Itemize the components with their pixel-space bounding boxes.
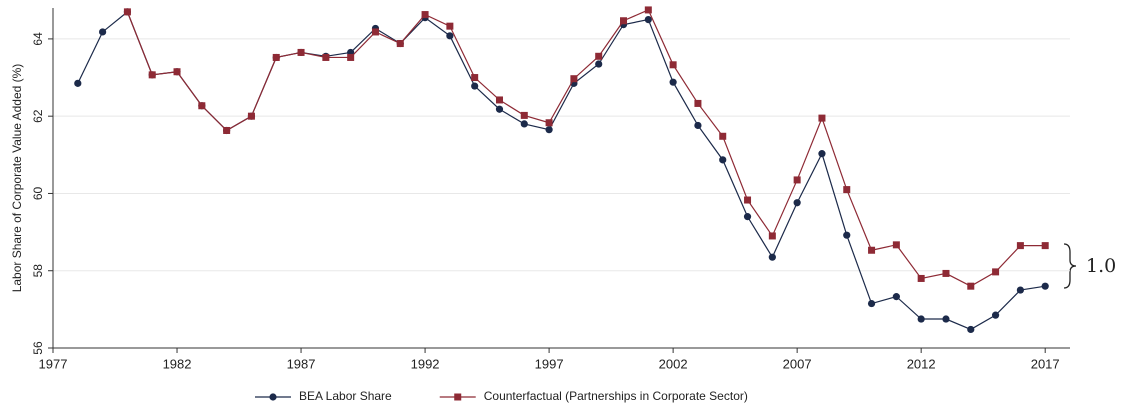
marker: [454, 393, 462, 401]
marker: [1016, 242, 1024, 250]
marker: [743, 213, 752, 221]
marker: [620, 17, 628, 25]
y-tick-label: 60: [31, 186, 45, 200]
marker: [371, 28, 379, 36]
y-tick-label: 62: [31, 109, 45, 123]
marker: [1041, 242, 1049, 250]
marker: [198, 102, 206, 110]
marker: [347, 53, 355, 61]
marker: [520, 111, 528, 119]
marker: [942, 269, 950, 277]
marker: [892, 293, 900, 301]
marker: [669, 78, 677, 86]
marker: [446, 32, 454, 40]
marker: [768, 253, 776, 261]
marker: [570, 75, 578, 83]
marker: [1041, 282, 1049, 290]
marker: [471, 74, 479, 82]
marker: [421, 11, 429, 19]
brace: [1063, 243, 1077, 289]
marker: [123, 8, 131, 16]
x-tick-label: 2007: [783, 356, 812, 371]
marker: [223, 126, 231, 134]
marker: [991, 311, 1000, 319]
x-tick-label: 1992: [411, 356, 440, 371]
marker: [942, 315, 950, 323]
marker: [644, 6, 652, 14]
marker: [768, 232, 776, 240]
marker: [793, 199, 801, 207]
series-line: [77, 10, 1046, 331]
marker: [99, 28, 107, 36]
annotation: 1.0: [1086, 255, 1116, 277]
marker: [793, 176, 801, 184]
marker: [74, 79, 82, 87]
marker: [892, 241, 900, 249]
x-tick-label: 2012: [907, 356, 936, 371]
x-tick-label: 2017: [1031, 356, 1060, 371]
marker: [917, 315, 925, 323]
marker: [917, 274, 925, 282]
x-tick-label: 1987: [287, 356, 316, 371]
y-tick-label: 64: [31, 32, 45, 46]
marker: [446, 22, 454, 30]
marker: [694, 121, 702, 130]
marker: [272, 53, 280, 61]
x-tick-label: 1997: [535, 356, 564, 371]
x-tick-label: 1977: [39, 356, 68, 371]
x-tick-label: 2002: [659, 356, 688, 371]
marker: [495, 96, 503, 104]
marker: [471, 82, 479, 90]
marker: [967, 325, 975, 334]
marker: [719, 132, 727, 140]
marker: [173, 68, 181, 76]
marker: [694, 99, 702, 107]
marker: [545, 119, 553, 127]
marker: [495, 105, 504, 113]
marker: [247, 112, 255, 120]
marker: [868, 246, 876, 254]
marker: [818, 150, 826, 158]
marker: [595, 60, 603, 68]
y-axis-label: Labor Share of Corporate Value Added (%): [10, 64, 24, 293]
y-tick-label: 56: [31, 341, 45, 355]
marker: [520, 120, 528, 128]
marker: [396, 40, 404, 48]
marker: [545, 126, 553, 134]
marker: [967, 282, 975, 290]
marker: [992, 268, 1000, 276]
legend-label: Counterfactual (Partnerships in Corporat…: [484, 389, 748, 403]
marker: [1016, 286, 1024, 294]
x-tick-label: 1982: [163, 356, 192, 371]
y-tick-label: 58: [31, 264, 45, 278]
marker: [867, 299, 876, 308]
marker: [843, 186, 851, 194]
marker: [744, 196, 752, 204]
legend-label: BEA Labor Share: [299, 389, 392, 403]
marker: [297, 48, 305, 56]
marker: [843, 231, 851, 239]
marker: [719, 156, 727, 164]
marker: [269, 393, 277, 401]
marker: [669, 61, 677, 69]
series-line: [126, 9, 1046, 287]
marker: [818, 114, 826, 122]
marker: [595, 52, 603, 60]
marker: [644, 15, 652, 24]
marker: [322, 53, 330, 61]
marker: [148, 71, 156, 79]
